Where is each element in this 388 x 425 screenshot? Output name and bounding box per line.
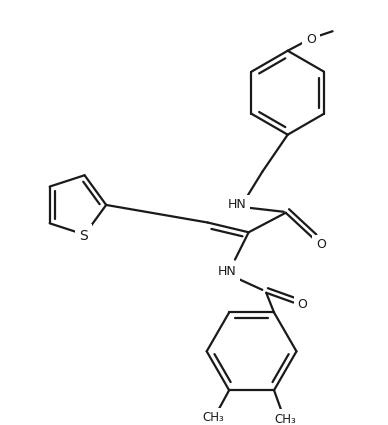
- Text: O: O: [316, 238, 326, 252]
- Text: CH₃: CH₃: [275, 413, 296, 425]
- Text: HN: HN: [228, 198, 246, 212]
- Text: S: S: [79, 229, 88, 243]
- Text: O: O: [306, 33, 316, 45]
- Text: CH₃: CH₃: [203, 411, 224, 424]
- Text: HN: HN: [218, 265, 237, 278]
- Text: O: O: [297, 298, 307, 311]
